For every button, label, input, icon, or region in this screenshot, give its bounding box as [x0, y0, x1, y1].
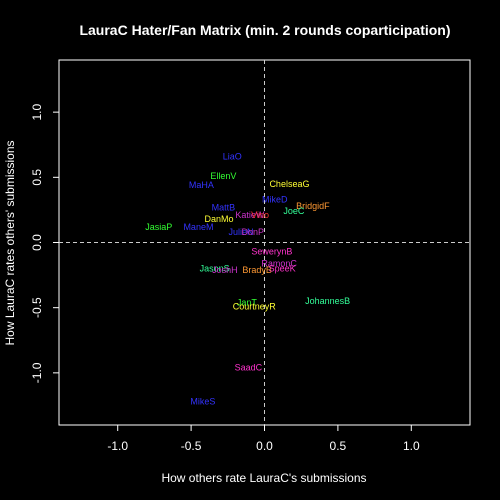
data-point-label: KatieW	[235, 210, 265, 220]
data-point-label: JulieN	[229, 227, 254, 237]
reference-lines	[59, 60, 470, 425]
data-point-label: ManeM	[183, 222, 213, 232]
data-point-label: MikeD	[262, 194, 288, 204]
data-point-label: DanMo	[204, 214, 233, 224]
data-point-label: LiaO	[223, 151, 242, 161]
x-tick-label: 1.0	[403, 439, 420, 453]
data-point-label: Vino	[251, 210, 269, 220]
x-tick-label: -0.5	[181, 439, 202, 453]
data-point-label: BradyB	[242, 265, 272, 275]
y-tick-label: 0.5	[30, 169, 44, 186]
y-axis: -1.0 -0.5 0.0 0.5 1.0	[30, 103, 59, 383]
y-tick-label: 1.0	[30, 103, 44, 120]
y-tick-label: -1.0	[30, 362, 44, 383]
data-point-label: JasiaP	[145, 222, 172, 232]
y-axis-label: How LauraC rates others' submissions	[3, 140, 17, 345]
data-point-label: MaHA	[189, 180, 214, 190]
data-point-label: EllenV	[210, 171, 236, 181]
y-tick-label: 0.0	[30, 234, 44, 251]
data-point-label: MattB	[212, 202, 236, 212]
data-point-label: JasonS	[200, 264, 230, 274]
data-point-label: SpeeK	[269, 264, 296, 274]
x-axis: -1.0 -0.5 0.0 0.5 1.0	[107, 425, 420, 453]
data-point-label: MikeS	[190, 397, 215, 407]
data-point-label: DonP	[241, 227, 264, 237]
data-point-label: RamonC	[261, 258, 297, 268]
chart-title: LauraC Hater/Fan Matrix (min. 2 rounds c…	[79, 22, 450, 38]
x-tick-label: -1.0	[107, 439, 128, 453]
data-point-label: BridgidF	[296, 201, 330, 211]
data-point-label: JanT	[237, 297, 258, 307]
data-point-label: JoshH	[212, 265, 238, 275]
data-point-label: JohannesB	[305, 296, 350, 306]
data-point-label: ChelseaG	[269, 179, 309, 189]
x-tick-label: 0.0	[256, 439, 273, 453]
data-point-label: JoeC	[283, 206, 305, 216]
y-tick-label: -0.5	[30, 297, 44, 318]
data-point-label: SaadC	[235, 363, 263, 373]
data-point-label: CourtneyR	[233, 301, 277, 311]
x-axis-label: How others rate LauraC's submissions	[161, 471, 366, 485]
data-point-label: SewerynB	[251, 247, 292, 257]
x-tick-label: 0.5	[330, 439, 347, 453]
